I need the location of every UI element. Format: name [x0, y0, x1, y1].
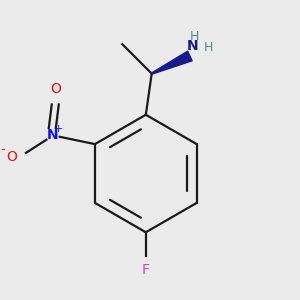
Text: H: H	[190, 30, 199, 44]
Polygon shape	[152, 51, 192, 74]
Text: F: F	[142, 263, 150, 277]
Text: +: +	[54, 124, 64, 134]
Text: O: O	[50, 82, 61, 96]
Text: N: N	[187, 39, 199, 53]
Text: N: N	[46, 128, 58, 142]
Text: O: O	[6, 150, 16, 164]
Text: H: H	[203, 41, 213, 54]
Text: -: -	[0, 143, 4, 157]
